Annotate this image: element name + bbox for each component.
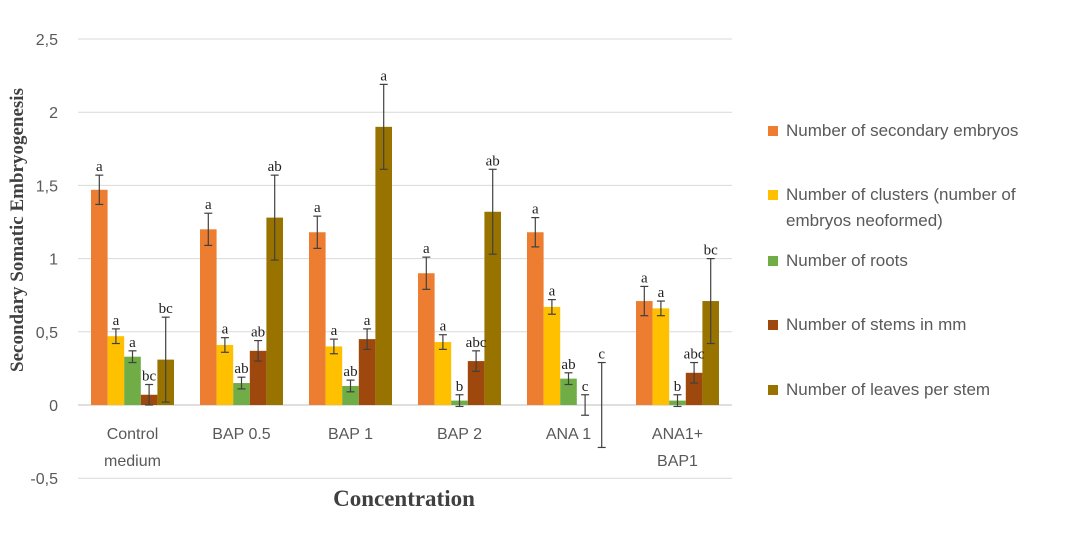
y-tick-label: -0,5 <box>30 471 58 488</box>
bar <box>560 378 577 405</box>
legend-label: Number of roots <box>786 251 908 270</box>
x-axis-title: Concentration <box>333 486 475 511</box>
category-labels: Control medium BAP 0.5 BAP 1 BAP 2 ANA 1 ANA1+… <box>104 426 703 470</box>
significance-letter: bc <box>142 369 157 385</box>
category-label: BAP1 <box>657 453 698 470</box>
y-tick-label: 2 <box>49 105 58 122</box>
category-label: ANA1+ <box>652 426 703 443</box>
significance-letter: bc <box>159 301 174 317</box>
significance-letter: b <box>456 379 464 395</box>
legend-label: Number of clusters (number of embryos neo… <box>786 185 1016 230</box>
bar <box>543 306 561 405</box>
legend-item: Number of leaves per stem <box>768 377 1068 403</box>
bar <box>249 350 267 405</box>
legend-label: Number of leaves per stem <box>786 380 991 399</box>
significance-letters: aaabcbcaaabababaaabaaaababcabaaabccaabab… <box>96 68 718 394</box>
significance-letter: ab <box>268 159 282 175</box>
y-tick-label: 2,5 <box>36 32 58 49</box>
significance-letter: a <box>331 323 338 339</box>
legend-swatch <box>768 385 778 395</box>
significance-letter: ab <box>251 325 265 341</box>
significance-letter: abc <box>684 347 705 363</box>
category-label: BAP 2 <box>437 426 482 443</box>
bar <box>233 383 250 405</box>
category-label: Control <box>107 426 159 443</box>
significance-letter: a <box>222 322 229 338</box>
legend-swatch <box>768 190 778 200</box>
bar <box>342 385 359 405</box>
legend-item: Number of secondary embryos <box>768 118 1068 144</box>
significance-letter: a <box>96 159 103 175</box>
y-tick-label: 1,5 <box>36 178 58 195</box>
category-label: BAP 1 <box>328 426 373 443</box>
bar <box>636 301 653 405</box>
significance-letter: a <box>113 313 120 329</box>
legend-item: Number of stems in mm <box>768 312 1068 338</box>
legend-label: Number of stems in mm <box>786 315 967 334</box>
legend-item: Number of roots <box>768 248 1068 274</box>
significance-letter: a <box>129 335 136 351</box>
legend-swatch <box>768 256 778 266</box>
error-bars <box>95 83 715 449</box>
bar <box>200 229 217 405</box>
bar <box>91 189 108 405</box>
bar <box>702 301 719 405</box>
y-tick-label: 1 <box>49 252 58 269</box>
category-label: medium <box>104 453 161 470</box>
significance-letter: a <box>314 200 321 216</box>
significance-letter: ab <box>234 361 248 377</box>
significance-letter: c <box>582 379 589 395</box>
bar <box>124 356 141 405</box>
significance-letter: c <box>598 347 605 363</box>
significance-letter: ab <box>486 153 500 169</box>
bar <box>325 346 343 405</box>
bars <box>91 126 719 406</box>
significance-letter: b <box>674 379 682 395</box>
y-tick-label: 0,5 <box>36 325 58 342</box>
bar <box>216 344 234 405</box>
significance-letter: a <box>658 285 665 301</box>
category-label: ANA 1 <box>546 426 591 443</box>
bar <box>685 372 703 405</box>
legend-swatch <box>768 126 778 136</box>
significance-letter: a <box>423 241 430 257</box>
significance-letter: a <box>380 68 387 84</box>
bar <box>375 126 392 405</box>
y-tick-labels: -0,5 0 0,5 1 1,5 2 2,5 <box>30 32 58 488</box>
bar <box>527 232 544 405</box>
significance-letter: a <box>549 284 556 300</box>
legend-item: Number of clusters (number of embryos neo… <box>768 182 1068 234</box>
bar <box>107 336 125 405</box>
legend-label: Number of secondary embryos <box>786 121 1019 140</box>
significance-letter: bc <box>704 243 719 259</box>
significance-letter: a <box>440 319 447 335</box>
bar <box>309 232 326 405</box>
y-tick-label: 0 <box>49 398 58 415</box>
bar <box>434 342 452 405</box>
significance-letter: abc <box>466 335 487 351</box>
bar <box>467 361 485 405</box>
bar <box>418 273 435 405</box>
significance-letter: ab <box>561 357 575 373</box>
bar <box>652 308 670 405</box>
significance-letter: a <box>532 202 539 218</box>
bar <box>484 211 501 405</box>
bar <box>358 339 376 405</box>
y-axis-title: Secondary Somatic Embryogenesis <box>7 88 28 372</box>
significance-letter: a <box>205 197 212 213</box>
significance-letter: a <box>364 313 371 329</box>
category-label: BAP 0.5 <box>212 426 271 443</box>
legend-swatch <box>768 320 778 330</box>
gridlines <box>78 38 732 479</box>
bar <box>266 217 283 405</box>
significance-letter: a <box>641 270 648 286</box>
significance-letter: ab <box>343 364 357 380</box>
